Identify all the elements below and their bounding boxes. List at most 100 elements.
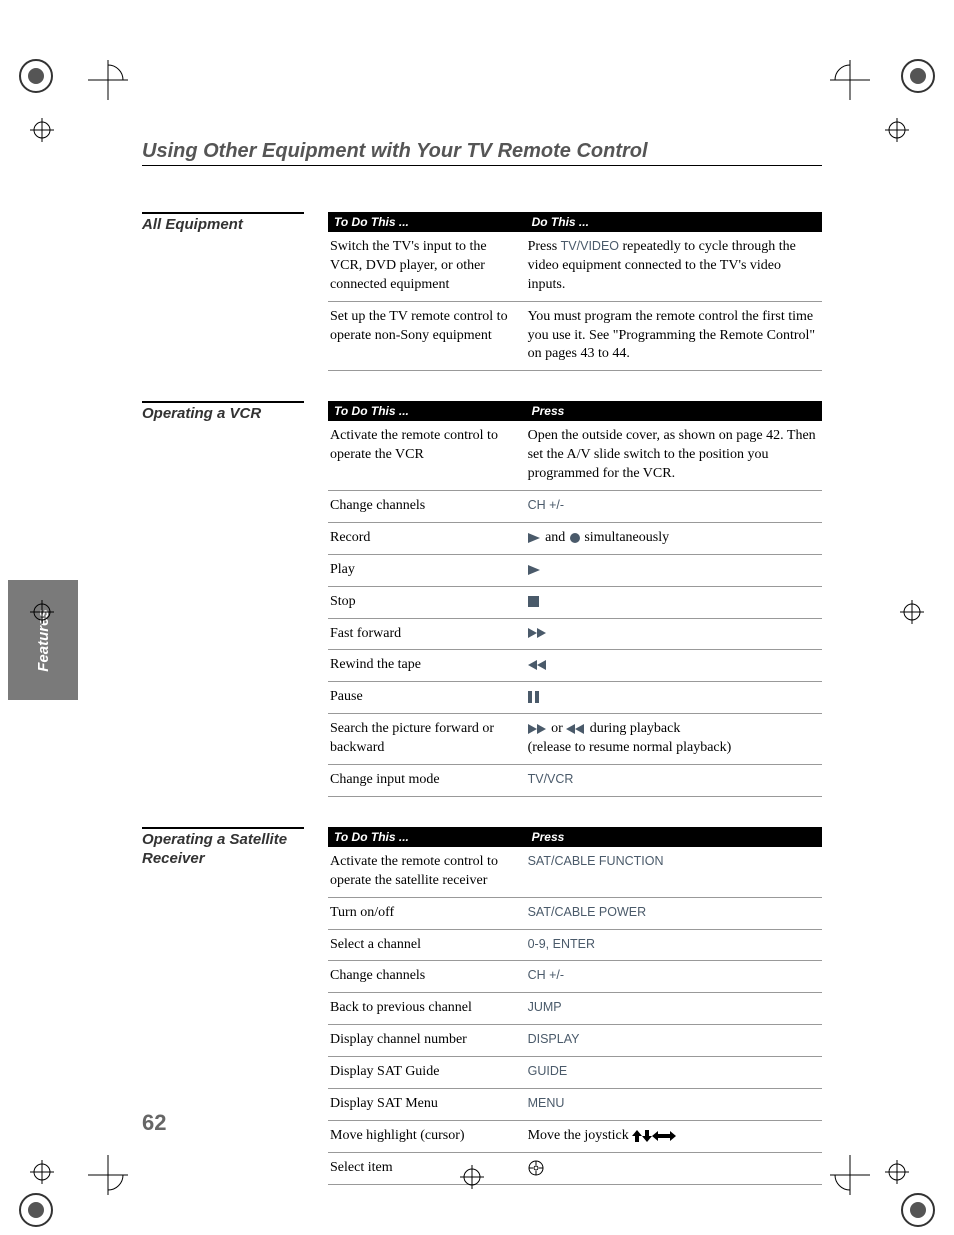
button-label: CH +/- xyxy=(528,498,564,512)
table-row: Activate the remote control to operate t… xyxy=(328,847,822,897)
table-row: Play xyxy=(328,554,822,586)
section-all-equipment: All Equipment To Do This ... Do This ...… xyxy=(142,212,822,371)
cell: Switch the TV's input to the VCR, DVD pl… xyxy=(328,232,526,301)
cell: Activate the remote control to operate t… xyxy=(328,421,526,490)
table-row: Display channel numberDISPLAY xyxy=(328,1025,822,1057)
crop-mark-icon xyxy=(460,1165,484,1189)
section-label: Operating a Satellite Receiver xyxy=(142,827,328,1185)
rewind-icon xyxy=(566,724,586,734)
crop-mark-icon xyxy=(900,600,924,624)
table-header: Press xyxy=(526,827,822,847)
table-row: Stop xyxy=(328,586,822,618)
fast-forward-icon xyxy=(528,724,548,734)
table-all-equipment: To Do This ... Do This ... Switch the TV… xyxy=(328,212,822,371)
table-satellite: To Do This ... Press Activate the remote… xyxy=(328,827,822,1185)
table-row: Change channelsCH +/- xyxy=(328,491,822,523)
section-vcr: Operating a VCR To Do This ... Press Act… xyxy=(142,401,822,797)
cell: 0-9, ENTER xyxy=(526,929,822,961)
cell: Move the joystick xyxy=(526,1120,822,1152)
page-number: 62 xyxy=(142,1110,166,1136)
table-row: Change input modeTV/VCR xyxy=(328,765,822,797)
cell: Search the picture forward or backward xyxy=(328,714,526,765)
rewind-icon xyxy=(528,660,548,670)
registration-mark-icon xyxy=(16,1190,56,1230)
features-side-tab: Features xyxy=(8,580,78,700)
cell: Activate the remote control to operate t… xyxy=(328,847,526,897)
cell: Display SAT Guide xyxy=(328,1057,526,1089)
section-body: To Do This ... Press Activate the remote… xyxy=(328,401,822,797)
cell: MENU xyxy=(526,1089,822,1121)
cell xyxy=(526,586,822,618)
button-label: SAT/CABLE FUNCTION xyxy=(528,854,664,868)
cell: Stop xyxy=(328,586,526,618)
crop-mark-icon xyxy=(30,118,54,142)
cell: Fast forward xyxy=(328,618,526,650)
section-body: To Do This ... Do This ... Switch the TV… xyxy=(328,212,822,371)
section-heading: All Equipment xyxy=(142,216,312,235)
table-row: Activate the remote control to operate t… xyxy=(328,421,822,490)
cell: Back to previous channel xyxy=(328,993,526,1025)
cell: SAT/CABLE POWER xyxy=(526,897,822,929)
section-heading: Operating a VCR xyxy=(142,405,312,424)
registration-mark-icon xyxy=(898,1190,938,1230)
button-label: JUMP xyxy=(528,1000,562,1014)
cell: and simultaneously xyxy=(526,522,822,554)
button-label: GUIDE xyxy=(528,1064,568,1078)
cell xyxy=(526,1152,822,1184)
section-heading: Operating a Satellite Receiver xyxy=(142,831,312,869)
page-content: Using Other Equipment with Your TV Remot… xyxy=(142,140,822,1215)
cell: Change channels xyxy=(328,961,526,993)
table-row: Change channelsCH +/- xyxy=(328,961,822,993)
cell: Pause xyxy=(328,682,526,714)
page-title: Using Other Equipment with Your TV Remot… xyxy=(142,140,822,166)
button-label: CH +/- xyxy=(528,968,564,982)
button-label: TV/VCR xyxy=(528,772,574,786)
cell xyxy=(526,650,822,682)
crop-mark-icon xyxy=(30,1160,54,1184)
registration-mark-icon xyxy=(898,56,938,96)
corner-mark-icon xyxy=(88,60,128,100)
table-header: To Do This ... xyxy=(328,827,526,847)
cell: Change input mode xyxy=(328,765,526,797)
cell: Display channel number xyxy=(328,1025,526,1057)
table-header: Press xyxy=(526,401,822,421)
corner-mark-icon xyxy=(830,60,870,100)
cell: Press TV/VIDEO repeatedly to cycle throu… xyxy=(526,232,822,301)
table-row: Turn on/offSAT/CABLE POWER xyxy=(328,897,822,929)
table-row: Select a channel0-9, ENTER xyxy=(328,929,822,961)
table-row: Select item xyxy=(328,1152,822,1184)
cell: Play xyxy=(328,554,526,586)
button-label: DISPLAY xyxy=(528,1032,580,1046)
registration-mark-icon xyxy=(16,56,56,96)
cell: Rewind the tape xyxy=(328,650,526,682)
arrow-up-icon xyxy=(632,1130,642,1142)
cell: You must program the remote control the … xyxy=(526,301,822,371)
cell: DISPLAY xyxy=(526,1025,822,1057)
table-row: Rewind the tape xyxy=(328,650,822,682)
table-row: Pause xyxy=(328,682,822,714)
table-row: Fast forward xyxy=(328,618,822,650)
pause-icon xyxy=(528,691,540,703)
table-row: Record and simultaneously xyxy=(328,522,822,554)
cell: Display SAT Menu xyxy=(328,1089,526,1121)
stop-icon xyxy=(528,596,539,607)
cell: Change channels xyxy=(328,491,526,523)
table-row: Search the picture forward or backward o… xyxy=(328,714,822,765)
table-row: Move highlight (cursor)Move the joystick xyxy=(328,1120,822,1152)
section-satellite: Operating a Satellite Receiver To Do Thi… xyxy=(142,827,822,1185)
button-label: 0-9, ENTER xyxy=(528,937,595,951)
crop-mark-icon xyxy=(885,118,909,142)
button-label: TV/VIDEO xyxy=(561,239,619,253)
cell: Move highlight (cursor) xyxy=(328,1120,526,1152)
play-icon xyxy=(528,533,542,543)
cell: JUMP xyxy=(526,993,822,1025)
play-icon xyxy=(528,565,542,575)
button-label: SAT/CABLE POWER xyxy=(528,905,647,919)
arrow-right-icon xyxy=(664,1131,676,1141)
table-row: Display SAT GuideGUIDE xyxy=(328,1057,822,1089)
table-header: To Do This ... xyxy=(328,401,526,421)
cell: GUIDE xyxy=(526,1057,822,1089)
record-icon xyxy=(569,532,581,544)
cell: SAT/CABLE FUNCTION xyxy=(526,847,822,897)
cell: CH +/- xyxy=(526,961,822,993)
